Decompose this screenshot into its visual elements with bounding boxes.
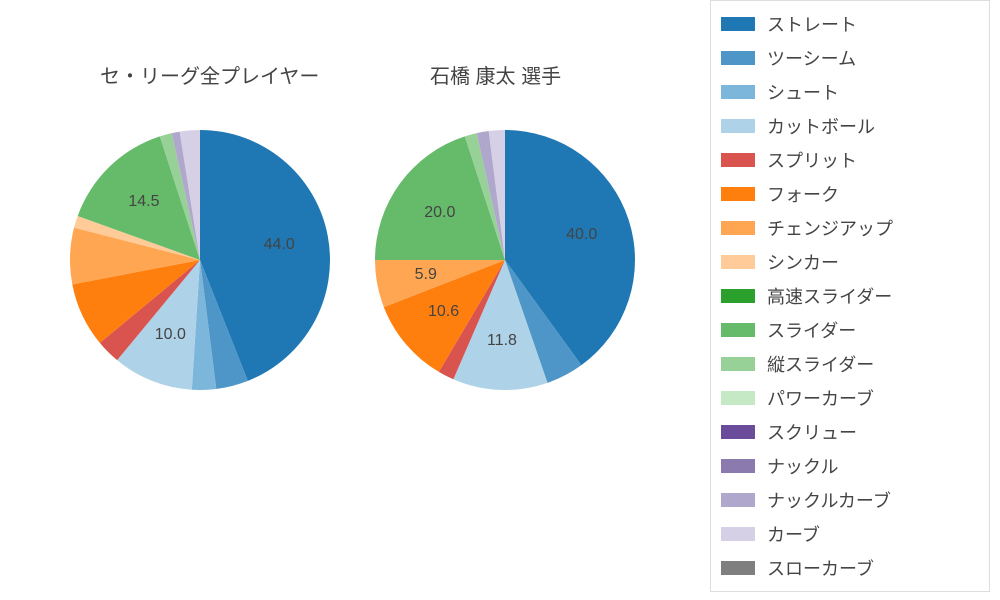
legend-label: 高速スライダー <box>767 283 892 309</box>
legend-label: パワーカーブ <box>767 385 874 411</box>
legend-swatch <box>721 425 755 439</box>
pie-slice-label: 44.0 <box>264 236 295 254</box>
chart-canvas: セ・リーグ全プレイヤー 44.0 10.0 14.5 石橋 康太 選手 40.0 11.8 1… <box>0 0 1000 600</box>
legend-label: フォーク <box>767 181 839 207</box>
legend-label: ナックルカーブ <box>767 487 891 513</box>
legend-item: シンカー <box>721 245 979 279</box>
pie-slice-label: 11.8 <box>487 332 517 350</box>
legend-label: ツーシーム <box>767 45 856 71</box>
legend-swatch <box>721 153 755 167</box>
legend-item: チェンジアップ <box>721 211 979 245</box>
pie-chart <box>70 130 330 390</box>
legend-swatch <box>721 561 755 575</box>
legend-label: シュート <box>767 79 839 105</box>
legend-item: カーブ <box>721 517 979 551</box>
pie-slice-label: 40.0 <box>566 226 597 244</box>
legend-label: ストレート <box>767 11 857 37</box>
legend-label: カットボール <box>767 113 875 139</box>
legend-swatch <box>721 323 755 337</box>
legend-swatch <box>721 527 755 541</box>
legend-item: パワーカーブ <box>721 381 979 415</box>
pie-slice-label: 10.6 <box>428 303 459 321</box>
legend-item: ナックル <box>721 449 979 483</box>
legend: ストレートツーシームシュートカットボールスプリットフォークチェンジアップシンカー… <box>710 0 990 592</box>
legend-label: 縦スライダー <box>767 351 874 377</box>
legend-swatch <box>721 391 755 405</box>
legend-swatch <box>721 17 755 31</box>
legend-label: スライダー <box>767 317 856 343</box>
legend-item: 縦スライダー <box>721 347 979 381</box>
legend-swatch <box>721 187 755 201</box>
legend-item: スクリュー <box>721 415 979 449</box>
legend-swatch <box>721 493 755 507</box>
legend-item: カットボール <box>721 109 979 143</box>
legend-label: カーブ <box>767 521 820 547</box>
legend-item: ストレート <box>721 7 979 41</box>
legend-swatch <box>721 255 755 269</box>
legend-label: シンカー <box>767 249 839 275</box>
pie-chart <box>375 130 635 390</box>
legend-item: スプリット <box>721 143 979 177</box>
pie-slice-label: 14.5 <box>128 193 159 211</box>
pie-slice-label: 20.0 <box>424 204 455 222</box>
legend-label: スローカーブ <box>767 555 874 581</box>
legend-item: ナックルカーブ <box>721 483 979 517</box>
legend-label: スプリット <box>767 147 857 173</box>
legend-item: フォーク <box>721 177 979 211</box>
chart-title: セ・リーグ全プレイヤー <box>100 60 319 89</box>
legend-item: シュート <box>721 75 979 109</box>
legend-swatch <box>721 119 755 133</box>
legend-label: ナックル <box>767 453 838 479</box>
legend-swatch <box>721 85 755 99</box>
legend-swatch <box>721 221 755 235</box>
chart-title: 石橋 康太 選手 <box>430 60 561 89</box>
pie-slice-label: 10.0 <box>155 326 186 344</box>
legend-swatch <box>721 289 755 303</box>
legend-label: チェンジアップ <box>767 215 893 241</box>
legend-item: 高速スライダー <box>721 279 979 313</box>
legend-item: ツーシーム <box>721 41 979 75</box>
legend-swatch <box>721 357 755 371</box>
legend-item: スライダー <box>721 313 979 347</box>
legend-label: スクリュー <box>767 419 857 445</box>
legend-swatch <box>721 51 755 65</box>
legend-swatch <box>721 459 755 473</box>
pie-slice-label: 5.9 <box>415 266 437 284</box>
legend-item: スローカーブ <box>721 551 979 585</box>
